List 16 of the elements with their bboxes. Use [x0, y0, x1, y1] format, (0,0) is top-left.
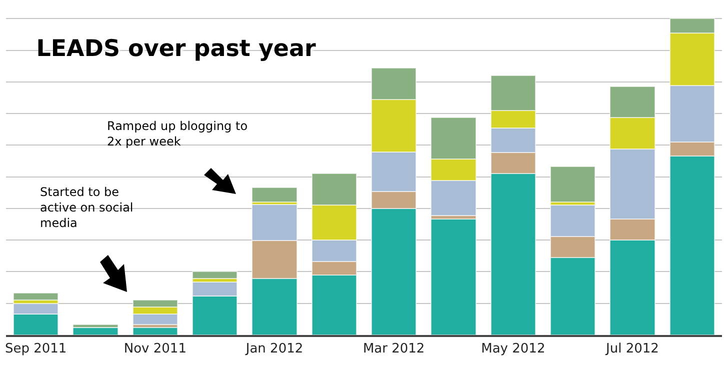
bar [132, 327, 178, 335]
bar [430, 218, 476, 335]
x-tick-label: Mar 2012 [362, 342, 425, 357]
x-tick-label: Sep 2011 [4, 342, 67, 357]
bar [192, 271, 238, 280]
bar [550, 166, 596, 203]
x-tick-label: Jan 2012 [244, 342, 304, 357]
bar [12, 292, 59, 300]
annotation: Ramped up blogging to 2x per week [107, 119, 248, 149]
x-tick-label: May 2012 [481, 342, 546, 357]
annotation: Started to be active on social media [40, 185, 134, 230]
text: LEADS over past year [36, 36, 317, 62]
x-tick-label: Jul 2012 [605, 342, 659, 357]
bar [72, 327, 118, 335]
x-tick-label: Nov 2011 [124, 342, 186, 357]
bar [252, 186, 298, 202]
